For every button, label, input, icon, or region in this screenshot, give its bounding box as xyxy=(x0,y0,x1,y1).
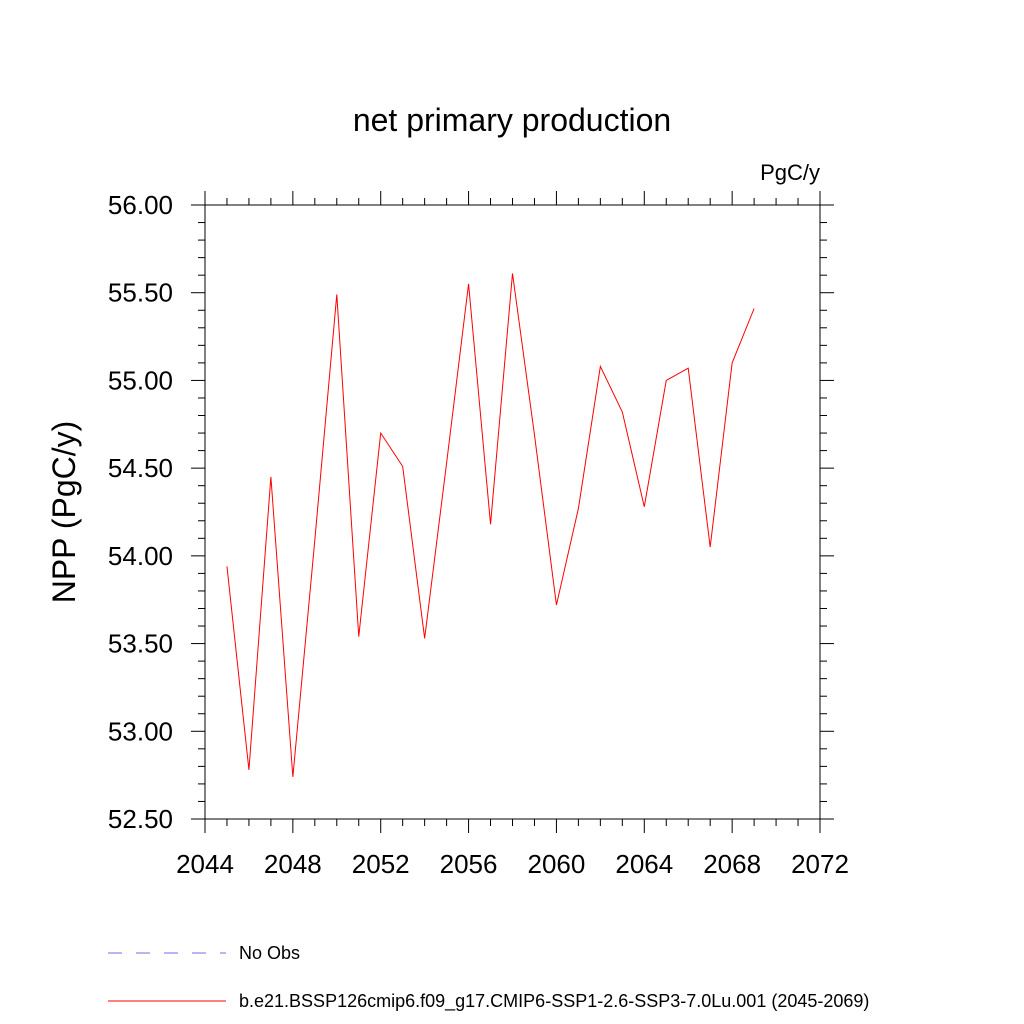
y-tick-label: 56.00 xyxy=(108,190,173,220)
x-tick-label: 2048 xyxy=(264,849,322,879)
legend-label-model-run: b.e21.BSSP126cmip6.f09_g17.CMIP6-SSP1-2.… xyxy=(239,991,869,1012)
chart-title: net primary production xyxy=(353,102,671,138)
x-tick-label: 2056 xyxy=(440,849,498,879)
x-tick-label: 2060 xyxy=(528,849,586,879)
y-axis-tick-labels: 52.50 53.00 53.50 54.00 54.50 55.00 55.50 56.00 xyxy=(108,190,173,834)
x-axis-ticks xyxy=(204,191,821,833)
y-tick-label: 54.50 xyxy=(108,453,173,483)
y-tick-label: 53.00 xyxy=(108,716,173,746)
x-tick-label: 2064 xyxy=(615,849,673,879)
units-label: PgC/y xyxy=(760,160,820,185)
legend: No Obs b.e21.BSSP126cmip6.f09_g17.CMIP6-… xyxy=(108,943,869,1012)
y-tick-label: 55.00 xyxy=(108,365,173,395)
y-axis-label: NPP (PgC/y) xyxy=(46,421,82,604)
x-tick-label: 2068 xyxy=(703,849,761,879)
y-tick-label: 54.00 xyxy=(108,541,173,571)
x-tick-label: 2052 xyxy=(352,849,410,879)
x-tick-label: 2072 xyxy=(791,849,849,879)
x-axis-tick-labels: 2044 2048 2052 2056 2060 2064 2068 2072 xyxy=(176,849,849,879)
x-tick-label: 2044 xyxy=(176,849,234,879)
y-tick-label: 53.50 xyxy=(108,629,173,659)
y-axis-ticks xyxy=(191,204,834,820)
y-tick-label: 52.50 xyxy=(108,804,173,834)
series-layer xyxy=(226,273,755,777)
y-tick-label: 55.50 xyxy=(108,278,173,308)
legend-label-no-obs: No Obs xyxy=(239,943,300,963)
series-line xyxy=(226,273,755,777)
